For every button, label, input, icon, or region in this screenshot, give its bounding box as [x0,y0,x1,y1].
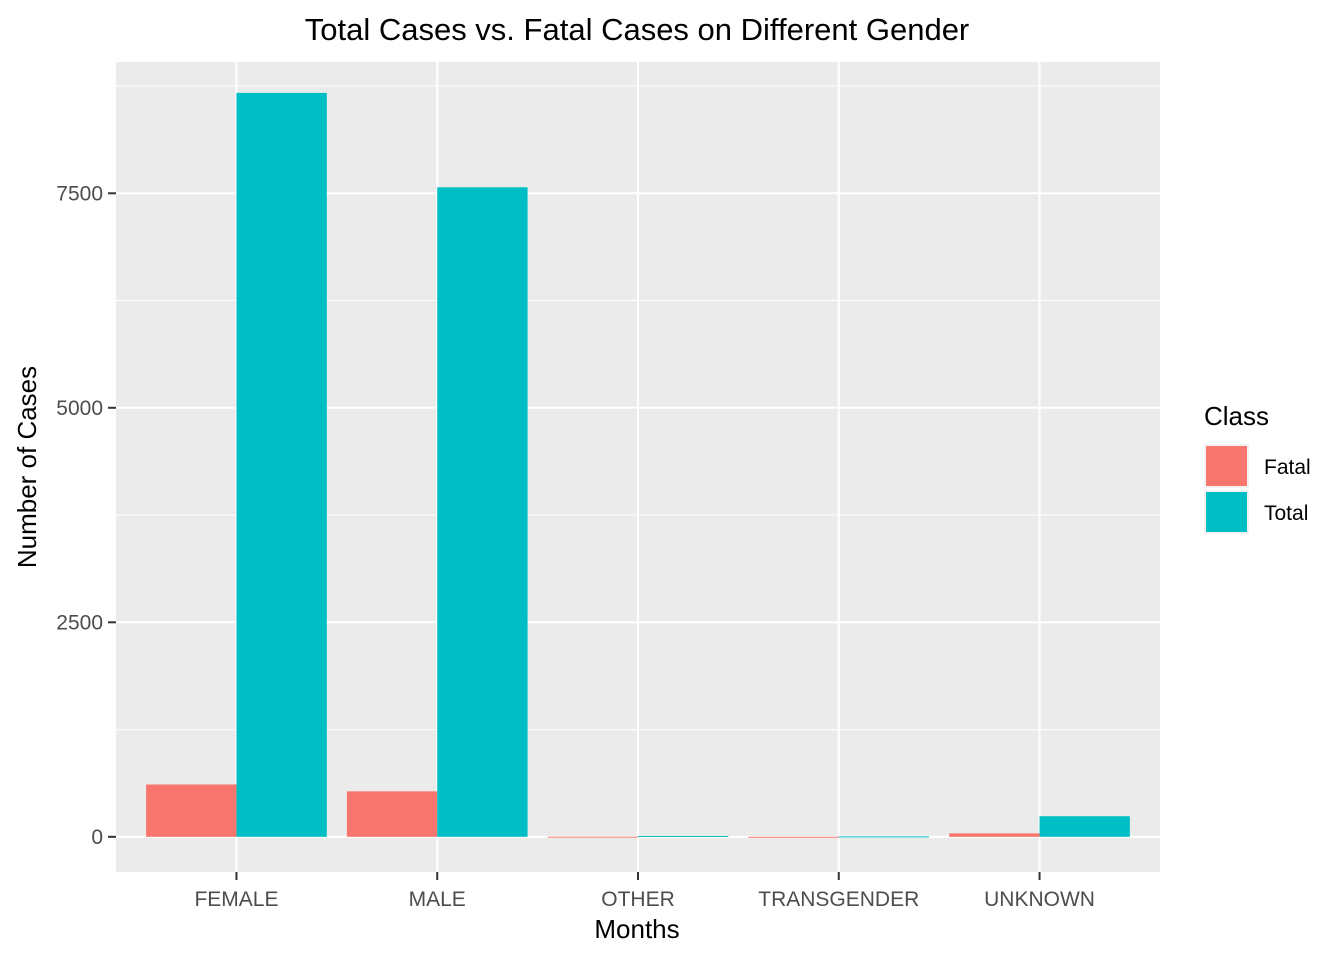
bar-total-female [236,92,327,837]
bar-fatal-transgender [748,836,839,838]
legend-title: Class [1204,401,1269,431]
legend-label-total: Total [1264,502,1308,525]
x-tick-label: MALE [409,888,466,911]
bar-fatal-other [547,836,638,838]
legend-label-fatal: Fatal [1264,456,1311,479]
x-tick-label: OTHER [601,888,675,911]
y-axis-title: Number of Cases [12,366,42,568]
legend-swatch-total [1206,492,1247,532]
y-axis: 0 2500 5000 7500 [56,182,116,849]
x-tick-label: TRANSGENDER [758,888,919,911]
x-tick-label: FEMALE [194,888,278,911]
y-tick-label: 0 [91,826,103,849]
bar-fatal-unknown [949,833,1040,837]
x-tick-label: UNKNOWN [984,888,1095,911]
y-tick-label: 2500 [56,611,103,634]
x-axis-title: Months [594,914,679,944]
bar-total-unknown [1039,816,1130,837]
legend: Class Fatal Total [1204,401,1311,534]
bar-total-transgender [838,836,930,838]
bar-fatal-male [346,791,438,837]
bar-fatal-female [146,784,237,837]
x-axis: FEMALE MALE OTHER TRANSGENDER UNKNOWN [194,872,1095,911]
legend-swatch-fatal [1206,446,1247,486]
chart-title: Total Cases vs. Fatal Cases on Different… [305,12,970,47]
bar-total-male [437,187,528,837]
bars [146,92,1130,838]
y-tick-label: 7500 [56,182,103,205]
y-tick-label: 5000 [56,397,103,420]
bar-total-other [638,835,729,837]
